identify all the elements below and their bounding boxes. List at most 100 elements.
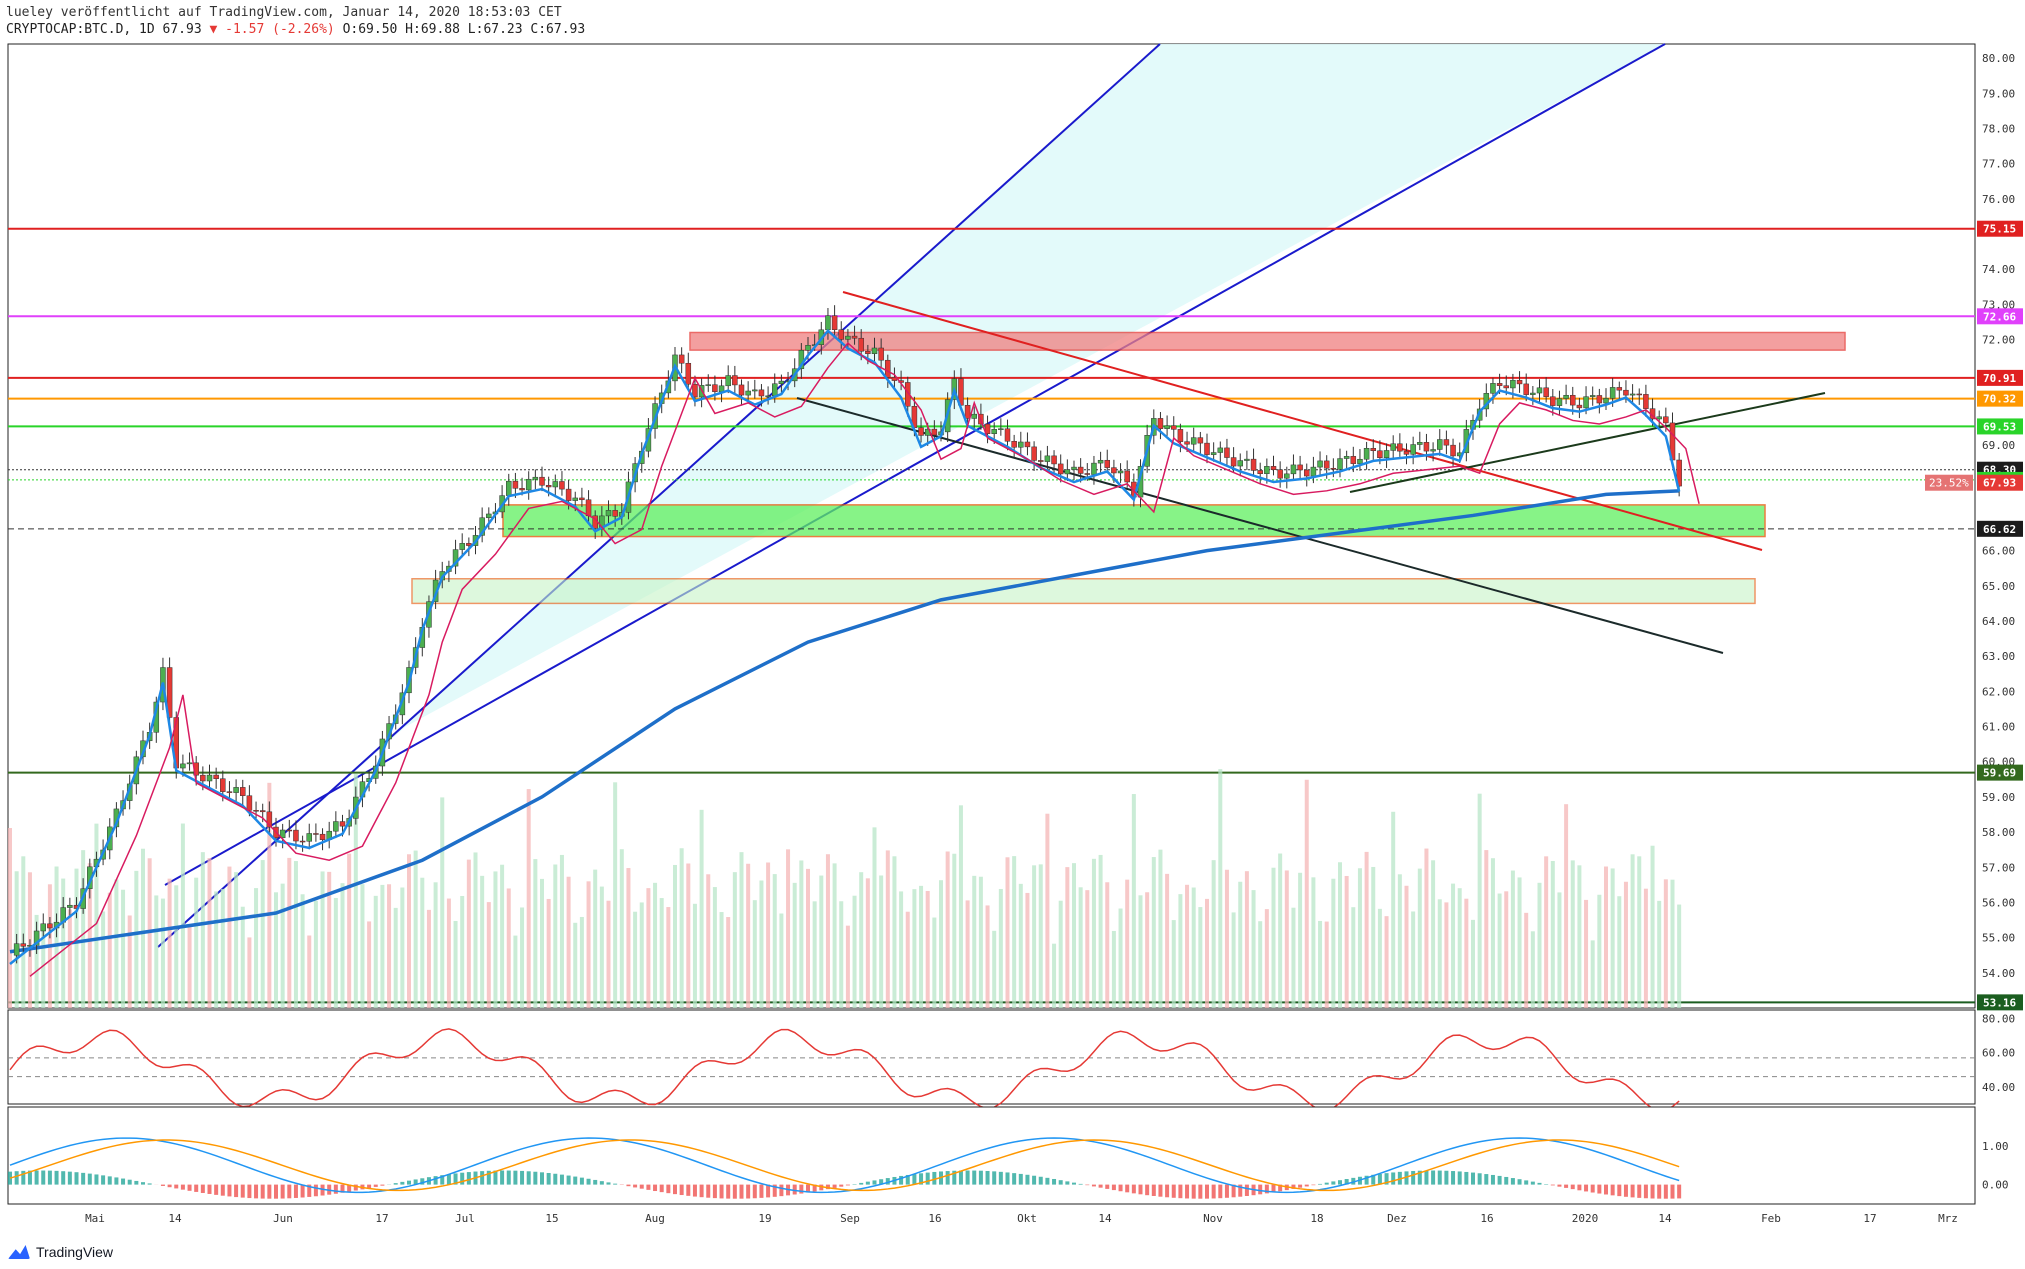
candle-body [1543, 387, 1549, 397]
volume-bar [1291, 907, 1296, 1008]
candle-body [246, 795, 253, 811]
macd-histogram-bar [1564, 1184, 1569, 1188]
macd-histogram-bar [779, 1184, 784, 1197]
macd-histogram-bar [41, 1170, 46, 1185]
volume-bar [799, 860, 804, 1008]
chart-header: lueley veröffentlicht auf TradingView.co… [6, 4, 585, 38]
volume-bar [1224, 869, 1229, 1008]
volume-bar [1078, 887, 1083, 1008]
candle-body [1024, 441, 1031, 448]
macd-histogram-bar [1038, 1176, 1043, 1185]
volume-bar [719, 912, 724, 1008]
candle-body [452, 549, 459, 567]
macd-tick-label: 0.00 [1982, 1179, 2009, 1192]
macd-histogram-bar [180, 1184, 185, 1190]
volume-bar [1244, 871, 1249, 1008]
macd-histogram-bar [945, 1171, 950, 1185]
macd-histogram-bar [1291, 1184, 1296, 1189]
macd-histogram-bar [1085, 1184, 1090, 1186]
volume-bar [74, 868, 79, 1008]
volume-bar [1058, 900, 1063, 1008]
candle-body [1184, 441, 1190, 445]
symbol-info: CRYPTOCAP:BTC.D, 1D 67.93 [6, 22, 202, 37]
candle-body [1337, 458, 1343, 470]
macd-histogram-bar [1344, 1179, 1349, 1185]
volume-bar [1471, 919, 1475, 1008]
volume-bar [613, 782, 618, 1008]
volume-bar [1065, 867, 1070, 1008]
volume-bar [1517, 877, 1522, 1008]
volume-bar [240, 906, 245, 1008]
volume-bar [932, 917, 937, 1008]
macd-histogram-bar [726, 1184, 731, 1199]
volume-bar [1344, 875, 1349, 1008]
x-tick-label: Mai [85, 1212, 105, 1225]
volume-bar [347, 853, 352, 1008]
x-tick-label: Okt [1017, 1212, 1037, 1225]
volume-bar [453, 920, 458, 1008]
macd-histogram-bar [1424, 1170, 1429, 1185]
macd-histogram-bar [932, 1171, 937, 1185]
volume-bar [1118, 908, 1123, 1008]
macd-histogram-bar [1497, 1175, 1502, 1185]
y-tick-label: 56.00 [1982, 896, 2015, 909]
volume-bar [626, 868, 631, 1008]
volume-bar [41, 926, 46, 1008]
macd-histogram-bar [1404, 1171, 1409, 1185]
candle-body [1377, 450, 1383, 458]
x-tick-label: 17 [375, 1212, 388, 1225]
candle-body [1510, 379, 1516, 389]
volume-bar [726, 917, 731, 1008]
rsi-pane-frame [7, 1009, 1976, 1105]
macd-histogram-bar [1331, 1181, 1336, 1185]
macd-histogram-bar [1670, 1184, 1675, 1199]
volume-bar [859, 872, 864, 1008]
x-tick-label: Aug [645, 1212, 665, 1225]
volume-bar [1391, 811, 1396, 1008]
macd-histogram-bar [1205, 1184, 1209, 1199]
candle-body [1490, 383, 1496, 394]
macd-histogram-bar [1032, 1175, 1037, 1185]
macd-histogram-bar [1637, 1184, 1642, 1198]
candle-body [1210, 452, 1217, 455]
candle-body [678, 354, 685, 364]
volume-bar [367, 921, 372, 1008]
macd-histogram-bar [101, 1175, 106, 1185]
y-tick-label: 66.00 [1982, 545, 2015, 558]
macd-histogram-bar [1138, 1184, 1143, 1195]
tradingview-logo[interactable]: TradingView [8, 1244, 113, 1260]
volume-bar [879, 875, 884, 1008]
candle-body [1636, 393, 1642, 396]
candle-body [1051, 455, 1057, 465]
x-tick-label: Jun [273, 1212, 293, 1225]
macd-histogram-bar [54, 1170, 59, 1185]
macd-histogram-bar [712, 1184, 717, 1199]
macd-histogram-bar [440, 1175, 445, 1185]
macd-histogram-bar [919, 1173, 924, 1185]
footer-bar: TradingView [0, 1236, 2025, 1269]
volume-bar [460, 895, 465, 1008]
macd-pane: 1.00 0.00 [7, 1106, 2009, 1205]
volume-bar [1417, 868, 1422, 1008]
y-tick-label: 74.00 [1982, 263, 2015, 276]
volume-bar [1464, 898, 1469, 1008]
candle-body [964, 404, 971, 419]
candle-body [871, 347, 878, 354]
volume-bar [21, 856, 26, 1008]
volume-bar [1451, 883, 1456, 1008]
x-tick-label: 17 [1863, 1212, 1876, 1225]
volume-bar [1537, 882, 1542, 1008]
candle-body [778, 380, 785, 384]
volume-bar [1145, 892, 1150, 1008]
volume-bar [81, 850, 86, 1008]
volume-bar [1284, 870, 1289, 1008]
macd-histogram-bar [998, 1171, 1003, 1185]
macd-histogram-bar [732, 1184, 737, 1199]
macd-histogram-bar [553, 1173, 558, 1185]
ema-line [9, 328, 1681, 966]
macd-histogram-bar [1437, 1170, 1442, 1185]
volume-bar [167, 878, 172, 1008]
volume-bar [1530, 931, 1535, 1008]
macd-histogram-bar [174, 1184, 179, 1189]
macd-histogram-bar [972, 1170, 977, 1185]
